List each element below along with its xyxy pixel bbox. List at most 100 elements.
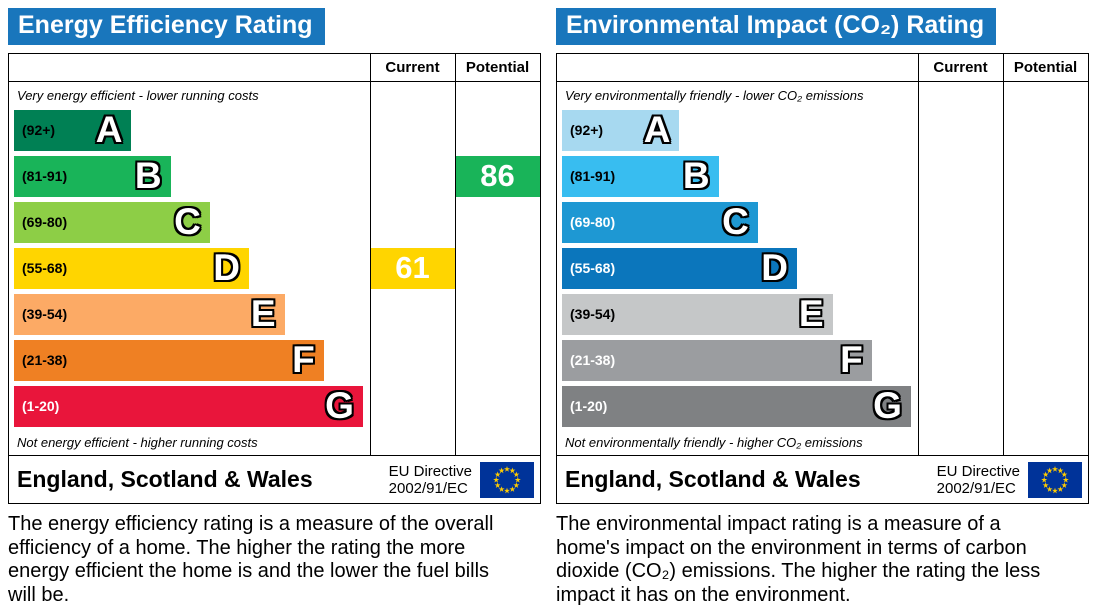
potential-cell bbox=[1003, 337, 1088, 383]
energy-efficiency-panel: Energy Efficiency Rating Current Potenti… bbox=[8, 8, 541, 607]
band-range-label: (92+) bbox=[22, 122, 56, 138]
current-cell bbox=[370, 291, 455, 337]
panel-title: Energy Efficiency Rating bbox=[8, 8, 325, 45]
current-cell bbox=[918, 337, 1003, 383]
band-bar-cell: (21-38) F bbox=[9, 337, 370, 383]
bands-area: (92+) A (81-91) B (69-80) C (55-68) D (39-54) E (2… bbox=[557, 107, 1088, 429]
column-divider bbox=[370, 54, 371, 455]
current-column-header: Current bbox=[933, 59, 988, 76]
potential-rating-indicator: 86 bbox=[455, 155, 540, 197]
band-bar-d: (55-68) D bbox=[14, 247, 249, 289]
band-bar-a: (92+) A bbox=[14, 109, 132, 151]
current-cell bbox=[918, 107, 1003, 153]
band-bar-d: (55-68) D bbox=[562, 247, 797, 289]
eu-flag-icon bbox=[1028, 461, 1082, 498]
potential-cell bbox=[455, 291, 540, 337]
potential-cell bbox=[1003, 383, 1088, 429]
band-letter: F bbox=[840, 339, 863, 380]
current-cell: 61 bbox=[370, 245, 455, 291]
potential-cell bbox=[1003, 107, 1088, 153]
band-bar-cell: (39-54) E bbox=[557, 291, 918, 337]
band-bar-cell: (1-20) G bbox=[557, 383, 918, 429]
band-row-g: (1-20) G bbox=[557, 383, 1088, 429]
band-bar-cell: (81-91) B bbox=[9, 153, 370, 199]
co2-rating-chart: Current Potential Very environmentally f… bbox=[556, 53, 1089, 504]
band-bar-a: (92+) A bbox=[562, 109, 680, 151]
current-cell bbox=[918, 245, 1003, 291]
band-row-f: (21-38) F bbox=[557, 337, 1088, 383]
eu-flag-icon bbox=[480, 461, 534, 498]
band-row-a: (92+) A bbox=[557, 107, 1088, 153]
band-range-label: (1-20) bbox=[570, 398, 608, 414]
title-row: Environmental Impact (CO₂) Rating bbox=[556, 8, 1089, 45]
band-letter: D bbox=[761, 247, 788, 288]
band-bar-cell: (55-68) D bbox=[557, 245, 918, 291]
band-range-label: (21-38) bbox=[22, 352, 68, 368]
band-letter: B bbox=[134, 155, 162, 196]
eu-directive-label: EU Directive 2002/91/EC bbox=[937, 463, 1020, 497]
band-bar-g: (1-20) G bbox=[562, 385, 911, 427]
chart-footer: England, Scotland & Wales EU Directive 2… bbox=[9, 455, 540, 503]
bands-area: (92+) A (81-91) B 86 (69-80) C (55-68) D 61 (39-54… bbox=[9, 107, 540, 429]
band-bar-cell: (21-38) F bbox=[557, 337, 918, 383]
current-cell bbox=[918, 153, 1003, 199]
band-row-d: (55-68) D bbox=[557, 245, 1088, 291]
current-cell bbox=[370, 107, 455, 153]
bottom-note: Not energy efficient - higher running co… bbox=[17, 435, 258, 450]
current-cell bbox=[918, 199, 1003, 245]
column-header-row: Current Potential bbox=[557, 54, 1088, 82]
potential-cell bbox=[455, 107, 540, 153]
band-bar-e: (39-54) E bbox=[562, 293, 833, 335]
potential-column-header: Potential bbox=[465, 59, 530, 76]
band-range-label: (81-91) bbox=[570, 168, 616, 184]
band-range-label: (55-68) bbox=[570, 260, 616, 276]
column-divider bbox=[1003, 54, 1004, 455]
chart-footer: England, Scotland & Wales EU Directive 2… bbox=[557, 455, 1088, 503]
potential-cell: 86 bbox=[455, 153, 540, 199]
column-divider bbox=[918, 54, 919, 455]
band-range-label: (55-68) bbox=[22, 260, 68, 276]
band-range-label: (39-54) bbox=[22, 306, 68, 322]
current-cell bbox=[370, 383, 455, 429]
environmental-impact-panel: Environmental Impact (CO₂) Rating Curren… bbox=[556, 8, 1089, 607]
band-row-b: (81-91) B 86 bbox=[9, 153, 540, 199]
potential-column-header: Potential bbox=[1013, 59, 1078, 76]
band-bar-cell: (69-80) C bbox=[9, 199, 370, 245]
region-label: England, Scotland & Wales bbox=[17, 466, 313, 492]
bottom-note: Not environmentally friendly - higher CO… bbox=[565, 435, 863, 450]
current-cell bbox=[918, 291, 1003, 337]
potential-cell bbox=[455, 337, 540, 383]
current-cell bbox=[918, 383, 1003, 429]
band-letter: C bbox=[722, 201, 749, 242]
eu-directive-label: EU Directive 2002/91/EC bbox=[389, 463, 472, 497]
band-letter: E bbox=[798, 293, 824, 334]
current-cell bbox=[370, 337, 455, 383]
band-row-e: (39-54) E bbox=[557, 291, 1088, 337]
band-letter: C bbox=[174, 201, 201, 242]
current-rating-indicator: 61 bbox=[370, 247, 455, 289]
current-cell bbox=[370, 199, 455, 245]
band-letter: F bbox=[292, 339, 315, 380]
eu-directive-line-2: 2002/91/EC bbox=[388, 479, 468, 497]
description-text: The environmental impact rating is a mea… bbox=[556, 513, 1041, 606]
band-bar-c: (69-80) C bbox=[562, 201, 758, 243]
band-row-b: (81-91) B bbox=[557, 153, 1088, 199]
potential-cell bbox=[455, 245, 540, 291]
top-note: Very energy efficient - lower running co… bbox=[17, 88, 259, 103]
band-range-label: (69-80) bbox=[570, 214, 616, 230]
band-letter: D bbox=[213, 247, 240, 288]
current-cell bbox=[370, 153, 455, 199]
band-row-e: (39-54) E bbox=[9, 291, 540, 337]
potential-cell bbox=[455, 383, 540, 429]
band-bar-f: (21-38) F bbox=[14, 339, 324, 381]
band-range-label: (1-20) bbox=[22, 398, 60, 414]
band-letter: A bbox=[95, 109, 123, 150]
region-label: England, Scotland & Wales bbox=[565, 466, 861, 492]
band-row-c: (69-80) C bbox=[9, 199, 540, 245]
epc-report: Energy Efficiency Rating Current Potenti… bbox=[8, 8, 1089, 607]
band-letter: A bbox=[643, 109, 671, 150]
band-letter: G bbox=[325, 385, 354, 426]
band-row-g: (1-20) G bbox=[9, 383, 540, 429]
band-bar-c: (69-80) C bbox=[14, 201, 210, 243]
potential-cell bbox=[1003, 245, 1088, 291]
